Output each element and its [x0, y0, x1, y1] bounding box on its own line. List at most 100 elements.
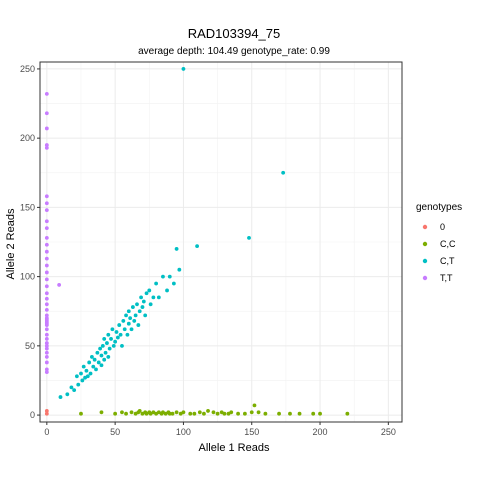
data-point [167, 274, 172, 279]
data-point [156, 295, 161, 300]
data-point [76, 382, 81, 387]
data-point [297, 411, 302, 416]
data-point [139, 295, 143, 300]
plot-border [39, 61, 403, 423]
data-point [44, 208, 49, 213]
data-point [311, 411, 316, 416]
data-point [44, 409, 49, 413]
data-point [103, 350, 108, 355]
data-point [44, 201, 49, 206]
x-tick-label: 100 [176, 427, 191, 437]
y-axis-title: Allele 2 Reads [5, 208, 17, 279]
data-point [106, 332, 111, 337]
data-point [126, 321, 131, 326]
data-point [44, 323, 49, 327]
data-point [171, 281, 176, 286]
data-point [144, 291, 149, 296]
data-point [177, 267, 182, 272]
data-point [87, 360, 92, 365]
data-point [98, 346, 103, 351]
data-point [44, 302, 49, 307]
x-tick-label: 50 [110, 427, 120, 437]
data-point [277, 411, 281, 416]
series-t-t [44, 91, 62, 375]
data-point [318, 411, 322, 416]
data-point [44, 411, 49, 416]
legend-label: T,T [440, 273, 453, 283]
series-c-t [58, 67, 286, 399]
data-point [72, 388, 77, 393]
legend-title: genotypes [416, 202, 462, 213]
data-point [154, 281, 159, 286]
data-point [118, 332, 123, 337]
data-point [247, 235, 251, 240]
data-point [96, 360, 101, 365]
data-point [100, 343, 105, 348]
data-point [84, 368, 89, 373]
data-point [44, 343, 49, 348]
series-0 [44, 409, 49, 416]
data-point [99, 363, 104, 368]
y-tick-label: 0 [30, 410, 35, 420]
data-point [44, 341, 49, 345]
x-tick-label: 0 [44, 427, 49, 437]
data-point [181, 410, 186, 415]
data-point [113, 339, 118, 344]
data-point [44, 270, 49, 275]
legend-key [422, 224, 428, 230]
data-point [192, 411, 197, 416]
data-point [44, 296, 49, 301]
x-tick-label: 150 [244, 427, 259, 437]
chart-title: RAD103394_75 [188, 26, 281, 41]
data-point [44, 219, 49, 224]
data-point [44, 350, 49, 355]
data-point [125, 332, 130, 337]
data-point [44, 355, 49, 359]
data-point [136, 323, 141, 327]
y-tick-label: 50 [25, 341, 35, 351]
data-point [181, 67, 186, 71]
data-point [115, 335, 120, 340]
data-point [281, 170, 286, 175]
data-point [95, 350, 100, 355]
data-point [167, 411, 172, 416]
data-point [143, 313, 148, 318]
data-point [129, 410, 134, 415]
legend-key [422, 258, 428, 264]
data-point [44, 235, 49, 240]
data-point [120, 410, 124, 415]
data-point [44, 360, 49, 365]
data-point [195, 244, 199, 249]
data-points [44, 67, 350, 416]
data-point [80, 378, 85, 383]
data-point [129, 327, 134, 332]
y-tick-label: 100 [20, 272, 35, 282]
legend-key [422, 275, 428, 281]
y-axis-ticks: 0 50 100 150 200 250 [20, 64, 40, 420]
data-point [44, 249, 49, 254]
data-point [90, 355, 94, 359]
data-point [44, 194, 49, 199]
data-point [165, 288, 169, 293]
data-point [79, 371, 83, 376]
data-point [114, 330, 119, 334]
data-point [236, 411, 240, 416]
x-axis-title: Allele 1 Reads [199, 442, 270, 454]
data-point [132, 319, 137, 323]
data-point [141, 299, 146, 304]
x-tick-label: 200 [313, 427, 328, 437]
data-point [81, 364, 86, 369]
data-point [44, 91, 49, 96]
data-point [117, 323, 122, 327]
data-point [107, 346, 112, 351]
data-point [263, 411, 268, 416]
data-point [44, 332, 49, 337]
legend-label: 0 [440, 222, 445, 232]
data-point [99, 353, 104, 358]
data-point [44, 307, 49, 312]
x-axis-ticks: 0 50 100 150 200 250 [44, 422, 396, 437]
data-point [44, 291, 49, 296]
data-point [206, 409, 210, 413]
data-point [135, 302, 139, 307]
